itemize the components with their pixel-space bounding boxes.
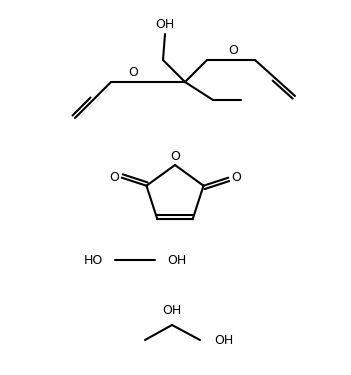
Text: O: O xyxy=(170,150,180,162)
Text: OH: OH xyxy=(214,333,233,346)
Text: OH: OH xyxy=(163,304,181,318)
Text: OH: OH xyxy=(167,254,186,267)
Text: O: O xyxy=(228,45,238,57)
Text: HO: HO xyxy=(84,254,103,267)
Text: O: O xyxy=(109,171,119,184)
Text: OH: OH xyxy=(155,18,175,30)
Text: O: O xyxy=(128,66,138,80)
Text: O: O xyxy=(231,171,241,184)
